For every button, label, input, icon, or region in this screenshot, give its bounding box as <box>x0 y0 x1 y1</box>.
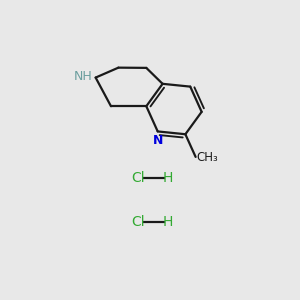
Text: H: H <box>163 171 173 185</box>
Text: H: H <box>163 215 173 229</box>
Text: N: N <box>153 134 164 147</box>
Text: Cl: Cl <box>131 171 145 185</box>
Text: CH₃: CH₃ <box>197 151 218 164</box>
Text: NH: NH <box>74 70 93 83</box>
Text: Cl: Cl <box>131 215 145 229</box>
